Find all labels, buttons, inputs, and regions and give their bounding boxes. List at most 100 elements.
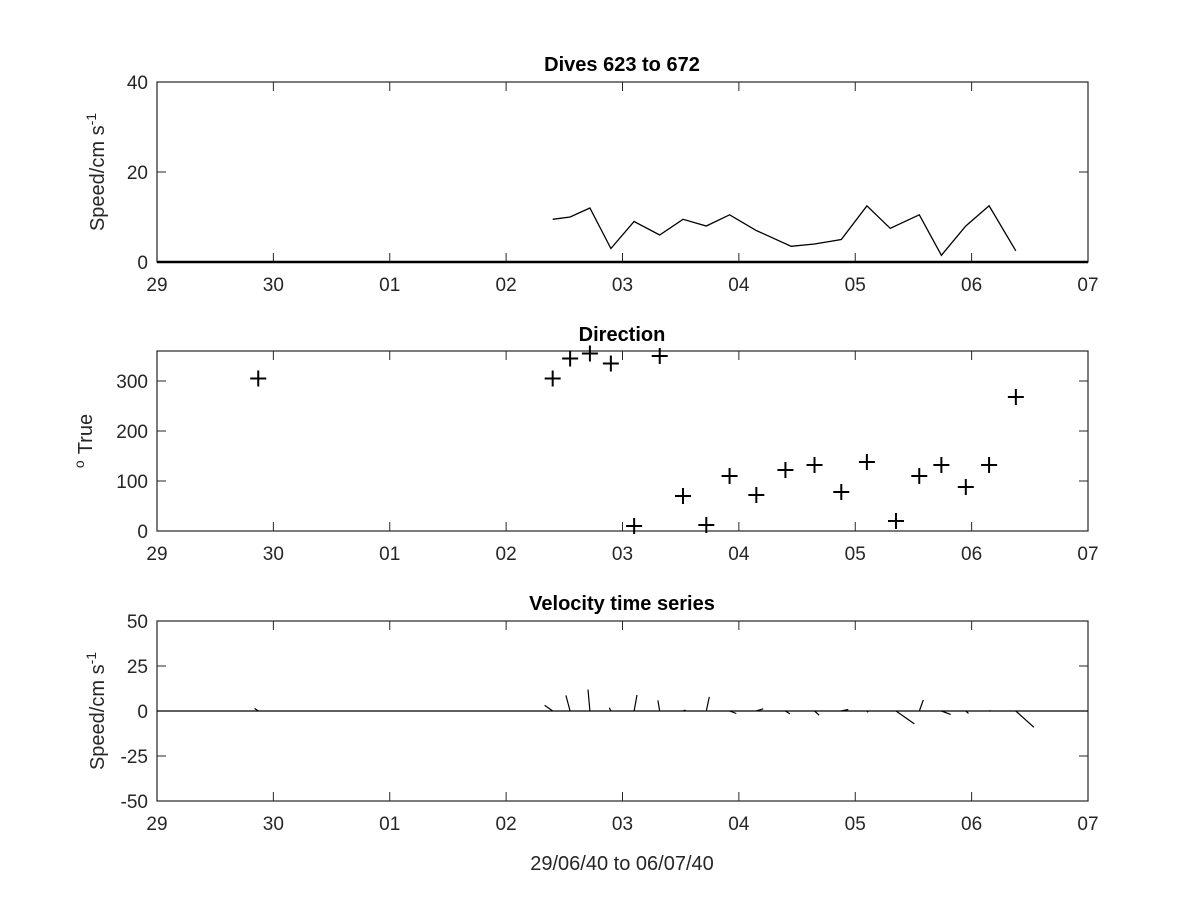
direction-xtick-label: 04 [728,544,750,565]
speed-series-line [552,204,1017,257]
speed-ytick-label: 20 [127,163,148,184]
velocity-stick [544,704,554,712]
velocity-xtick-label: 03 [612,814,633,835]
direction-point [562,350,579,367]
direction-title: Direction [579,324,666,346]
speed-ylabel-sup: -1 [83,113,99,126]
velocity-xtick-label: 05 [845,814,866,835]
velocity-ylabel-sup: -1 [83,652,99,665]
speed-xtick-label: 07 [1077,275,1098,296]
direction-point [698,517,715,533]
speed-panel: Dives 623 to 672 29 30 01 02 03 04 05 06 07 0 20 40… [83,54,1099,296]
speed-marks [157,204,1088,264]
direction-ytick-label: 100 [116,472,148,493]
direction-xtick-label: 03 [612,544,633,565]
direction-point [981,457,998,473]
direction-point [957,479,974,495]
velocity-ylabel: Speed/cm s-1 [83,652,109,770]
velocity-stick [895,710,915,725]
direction-point [626,518,643,534]
direction-point [833,484,850,500]
velocity-ytick-label: -25 [121,747,148,768]
direction-point [602,355,619,372]
speed-xtick-label: 06 [961,275,982,296]
velocity-ytick-label: 50 [127,612,148,633]
velocity-stick [608,707,612,712]
velocity-xlabel: 29/06/40 to 06/07/40 [530,853,714,875]
speed-xtick-label: 01 [379,275,400,296]
speed-xtick-label: 03 [612,275,633,296]
speed-ylabel-text: Speed/cm s [87,125,109,231]
direction-point [748,487,765,503]
velocity-ytick-label: -50 [121,792,148,813]
velocity-stick [587,689,591,712]
direction-point [721,468,738,484]
direction-ytick-label: 200 [116,422,148,443]
speed-ticks: 29 30 01 02 03 04 05 06 07 0 20 40 [127,73,1099,296]
direction-point [250,370,267,387]
speed-ytick-label: 0 [137,253,148,274]
direction-xtick-label: 05 [845,544,866,565]
direction-axes-box [156,350,1089,532]
direction-point [581,345,598,362]
velocity-ytick-label: 0 [137,702,148,723]
velocity-stick [633,694,638,712]
direction-ticks: 29 30 01 02 03 04 05 06 07 0 100 200 300 [116,351,1099,565]
velocity-ytick-label: 25 [127,657,148,678]
direction-point [651,348,668,364]
velocity-xtick-label: 07 [1077,814,1098,835]
velocity-panel: Velocity time series 29 30 01 02 03 04 05 06 07 -… [83,593,1099,875]
direction-ytick-label: 0 [137,522,148,543]
velocity-marks [157,689,1088,728]
velocity-xtick-label: 30 [263,814,284,835]
velocity-xtick-label: 02 [496,814,517,835]
velocity-title: Velocity time series [529,593,715,615]
direction-xtick-label: 30 [263,544,284,565]
velocity-xtick-label: 29 [146,814,167,835]
direction-xtick-label: 02 [496,544,517,565]
direction-xtick-label: 07 [1077,544,1098,565]
speed-xtick-label: 29 [146,275,167,296]
direction-point [933,457,950,473]
velocity-ylabel-text: Speed/cm s [87,664,109,770]
direction-point [675,488,692,504]
direction-point [911,468,928,484]
velocity-xtick-label: 06 [961,814,982,835]
velocity-stick [814,710,820,716]
direction-marks [250,345,1024,534]
speed-ytick-label: 40 [127,73,148,94]
direction-point [777,462,794,478]
direction-point [858,454,875,470]
direction-ytick-label: 300 [116,372,148,393]
velocity-stick [705,696,710,712]
speed-title: Dives 623 to 672 [544,54,700,76]
velocity-stick [941,710,951,715]
velocity-stick [657,700,661,712]
speed-xtick-label: 02 [496,275,517,296]
direction-ylabel: o True [71,414,97,468]
velocity-stick [756,708,764,712]
direction-ylabel-text: True [75,414,97,454]
velocity-xtick-label: 04 [728,814,750,835]
direction-point [806,457,823,473]
direction-point [887,513,904,529]
velocity-stick [841,708,849,712]
velocity-stick [682,709,686,712]
velocity-stick [785,710,791,715]
velocity-stick [965,710,969,714]
direction-xtick-label: 01 [379,544,400,565]
speed-ylabel: Speed/cm s-1 [83,113,109,231]
velocity-stick [918,699,924,712]
direction-point [1007,389,1024,405]
direction-xtick-label: 29 [146,544,167,565]
velocity-ticks: 29 30 01 02 03 04 05 06 07 -50 -25 0 25 50 [121,612,1099,835]
velocity-stick [565,695,571,712]
velocity-xtick-label: 01 [379,814,400,835]
velocity-stick [1015,710,1035,728]
speed-axes-box [156,81,1089,263]
velocity-stick [866,710,869,713]
velocity-stick [254,707,259,712]
speed-xtick-label: 30 [263,275,284,296]
direction-ylabel-prefix: o [71,460,87,468]
